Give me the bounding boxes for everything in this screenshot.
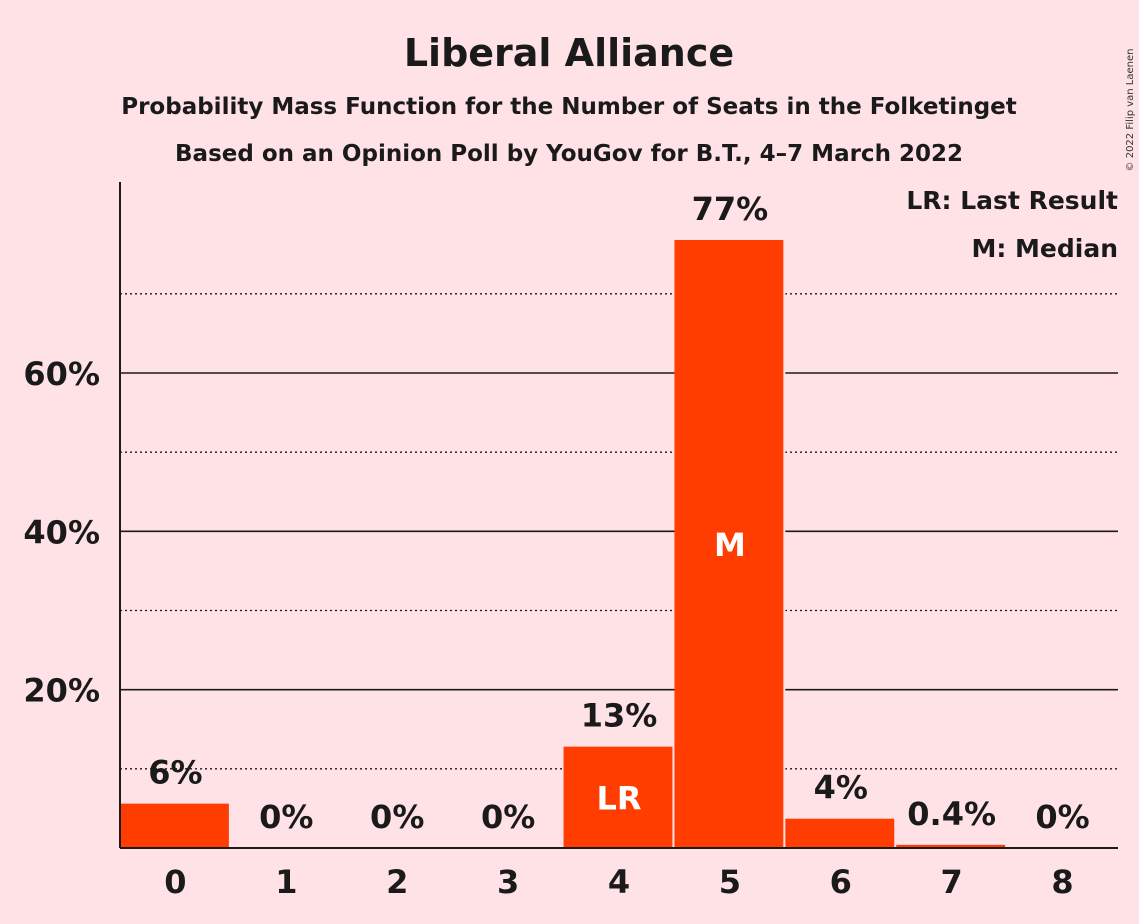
bar-marker-lr: LR xyxy=(596,779,641,817)
x-tick-label: 3 xyxy=(497,863,519,901)
x-tick-label: 4 xyxy=(608,863,630,901)
data-label: 0% xyxy=(1035,798,1089,836)
legend-median: M: Median xyxy=(971,234,1118,263)
gridlines: 20% 40% 60% xyxy=(23,293,1118,770)
data-label: 6% xyxy=(148,754,202,792)
x-tick-label: 2 xyxy=(386,863,408,901)
data-label: 0.4% xyxy=(907,795,996,833)
x-tick-label: 0 xyxy=(164,863,186,901)
bar-6 xyxy=(785,818,895,848)
bar-5 xyxy=(674,240,784,848)
y-tick-label: 20% xyxy=(23,672,100,710)
axes xyxy=(119,182,1118,849)
bars xyxy=(120,236,1008,848)
copyright-notice: © 2022 Filip van Laenen xyxy=(1125,49,1136,172)
x-tick-label: 8 xyxy=(1051,863,1073,901)
bar-4 xyxy=(563,746,673,848)
data-label: 4% xyxy=(814,769,868,807)
data-label: 77% xyxy=(692,190,769,228)
x-tick-label: 1 xyxy=(275,863,297,901)
x-tick-label: 6 xyxy=(830,863,852,901)
bar-gap xyxy=(896,840,1008,848)
y-tick-label: 40% xyxy=(23,513,100,551)
chart-subtitle-1: Probability Mass Function for the Number… xyxy=(121,94,1017,120)
bar-7 xyxy=(896,844,1006,848)
x-tick-label: 7 xyxy=(941,863,963,901)
data-label: 0% xyxy=(481,798,535,836)
y-tick-label: 60% xyxy=(23,355,100,393)
legend-last-result: LR: Last Result xyxy=(906,186,1118,215)
chart-subtitle-2: Based on an Opinion Poll by YouGov for B… xyxy=(175,141,963,167)
chart-title: Liberal Alliance xyxy=(404,31,734,75)
data-label: 0% xyxy=(370,798,424,836)
bar-0 xyxy=(120,803,229,848)
data-labels: 6% 0 0% 1 0% 2 0% 3 13% LR 4 77% M 5 4% 6 0.4% 7 0% 8 xyxy=(148,190,1089,901)
data-label: 13% xyxy=(581,697,658,735)
x-tick-label: 5 xyxy=(719,863,741,901)
bar-marker-m: M xyxy=(714,526,746,564)
data-label: 0% xyxy=(259,798,313,836)
